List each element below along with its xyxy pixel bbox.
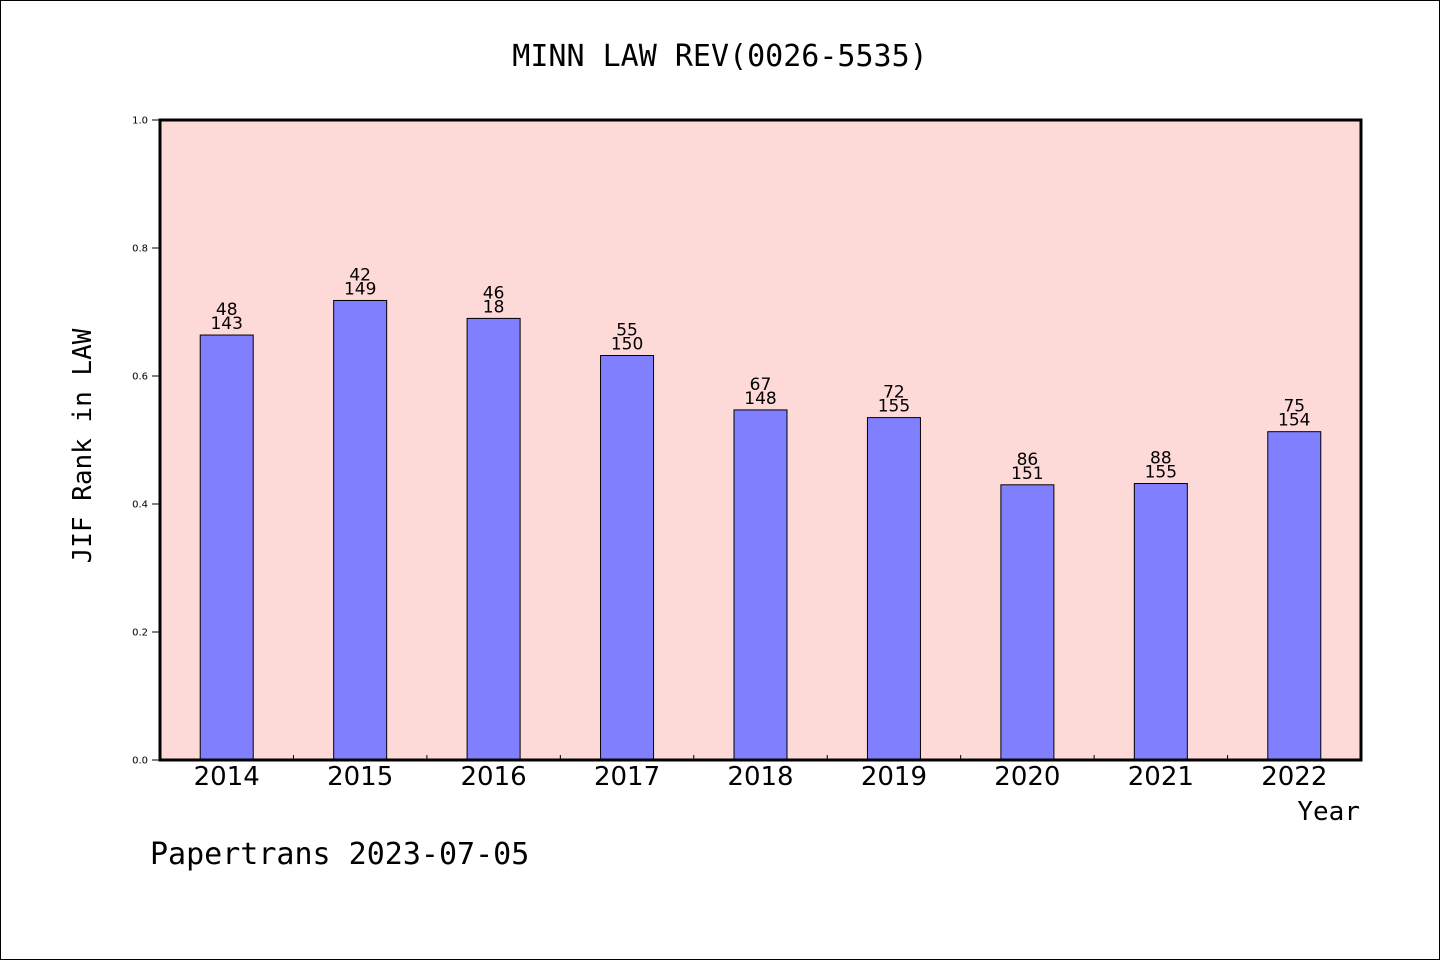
x-tick-label: 2020: [994, 762, 1060, 792]
y-tick-label: 0.4: [132, 500, 148, 511]
bar-rank-label: 55: [616, 321, 638, 341]
x-tick-label: 2017: [594, 762, 660, 792]
x-tick-label: 2016: [461, 762, 527, 792]
y-tick-label: 1.0: [132, 116, 148, 127]
x-tick-label: 2021: [1128, 762, 1194, 792]
x-axis: 2014 2015 2016 2017 2018 2019 2020 2021 2022: [194, 755, 1327, 792]
chart-title: MINN LAW REV(0026-5535): [512, 39, 927, 74]
x-tick-label: 2014: [194, 762, 260, 792]
footer-text: Papertrans 2023-07-05: [150, 837, 529, 872]
bar-2022: [1267, 431, 1322, 761]
x-tick-label: 2015: [327, 762, 393, 792]
y-tick-label: 0.0: [132, 756, 148, 767]
x-tick-label: 2018: [727, 762, 793, 792]
x-tick-label: 2022: [1261, 762, 1327, 792]
bar-rank-label: 88: [1150, 449, 1172, 469]
bar-rank-label: 46: [483, 283, 505, 303]
bar-2017: [600, 355, 655, 761]
y-tick-label: 0.8: [132, 244, 148, 255]
bar-total-label: 155: [878, 397, 910, 417]
bar-rank-label: 42: [349, 265, 371, 285]
y-axis-label: JIF Rank in LAW: [68, 328, 98, 563]
bar-total-label: 143: [210, 314, 242, 334]
bar-rank-label: 86: [1017, 450, 1039, 470]
bar-2015: [333, 299, 388, 761]
bar-rank-label: 67: [750, 375, 772, 395]
bar-total-label: 148: [744, 389, 776, 409]
bar-total-label: 150: [611, 335, 643, 355]
bar-2021: [1133, 483, 1188, 761]
bar-2019: [866, 417, 921, 761]
bar-rank-label: 48: [216, 300, 238, 320]
plot-frame: [158, 118, 1363, 762]
bar-2020: [1000, 484, 1055, 761]
bar-total-label: 154: [1278, 411, 1310, 431]
bar-total-label: 149: [344, 279, 376, 299]
bar-2016: [466, 317, 521, 761]
bar-2018: [733, 409, 788, 761]
x-tick-label: 2019: [861, 762, 927, 792]
y-tick-label: 0.2: [132, 628, 148, 639]
bar-total-label: 18: [483, 297, 505, 317]
bar-total-label: 155: [1145, 463, 1177, 483]
bar-2014: [199, 334, 254, 761]
y-tick-label: 0.6: [132, 372, 148, 383]
x-axis-label: Year: [1297, 797, 1360, 827]
bar-rank-label: 72: [883, 383, 905, 403]
bar-total-label: 151: [1011, 464, 1043, 484]
bar-rank-label: 75: [1283, 397, 1305, 417]
